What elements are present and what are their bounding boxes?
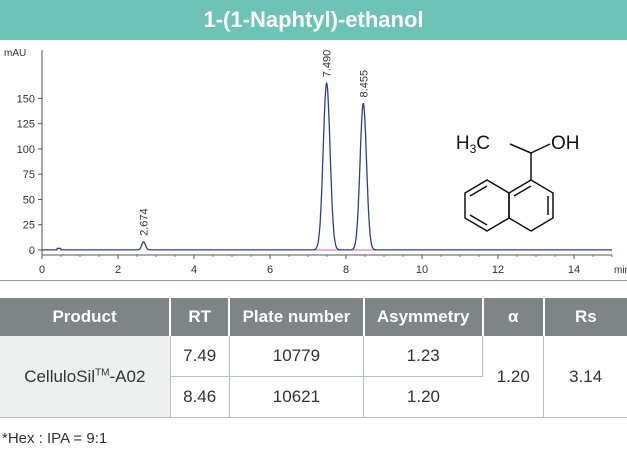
peak-label: 7.490 — [322, 50, 334, 78]
x-tick-label: 0 — [39, 264, 45, 276]
formula-h3c: H3C — [456, 133, 490, 156]
product-cell: CelluloSilTM-A02 — [0, 336, 171, 418]
peak-labels: 2.674 7.490 8.455 — [139, 50, 371, 236]
y-axis-label: mAU — [4, 48, 26, 59]
table-row: 8.46 10621 1.20 — [0, 376, 627, 418]
x-tick-label: 6 — [267, 264, 273, 276]
x-tick-label: 2 — [115, 264, 121, 276]
rt-cell: 7.49 — [170, 336, 230, 377]
asymmetry-cell: 1.20 — [363, 376, 483, 418]
alpha-cell: 1.20 — [482, 336, 545, 418]
header-rs: Rs — [543, 298, 627, 336]
formula-oh: OH — [551, 133, 580, 154]
table-row: CelluloSilTM-A02 7.49 10779 1.23 1.20 3.… — [0, 336, 627, 418]
ticks: 0 25 50 75 100 125 150 0 2 4 6 8 10 12 14 — [17, 93, 613, 276]
y-tick-label: 0 — [29, 245, 35, 257]
peak-label: 8.455 — [358, 70, 370, 98]
header-alpha: α — [482, 298, 545, 336]
rt-cell: 8.46 — [170, 376, 230, 418]
chart-title: 1-(1-Naphtyl)-ethanol — [0, 0, 627, 40]
chromatogram-trace — [42, 81, 612, 251]
header-plate-number: Plate number — [229, 298, 365, 336]
plate-cell: 10621 — [229, 376, 365, 418]
y-tick-label: 50 — [23, 194, 35, 206]
header-product: Product — [0, 298, 172, 336]
y-tick-label: 100 — [17, 144, 35, 156]
footnote: *Hex : IPA = 9:1 — [2, 430, 108, 447]
x-tick-label: 10 — [416, 264, 428, 276]
plate-cell: 10779 — [229, 336, 365, 377]
rs-cell: 3.14 — [543, 336, 627, 418]
x-axis-label: min — [614, 265, 627, 276]
chromatogram: mAU min 0 25 50 75 100 125 150 0 2 4 6 8 10 12 14 2.674… — [0, 40, 627, 281]
x-tick-label: 14 — [568, 264, 580, 276]
y-tick-label: 125 — [17, 119, 35, 131]
peak-label: 2.674 — [139, 208, 151, 236]
x-tick-label: 8 — [343, 264, 349, 276]
molecule-structure — [464, 143, 554, 232]
asymmetry-cell: 1.23 — [363, 336, 484, 377]
axes: mAU min — [4, 48, 627, 276]
x-tick-label: 12 — [492, 264, 504, 276]
y-tick-label: 150 — [17, 93, 35, 105]
header-asymmetry: Asymmetry — [363, 298, 484, 336]
x-tick-label: 4 — [191, 264, 197, 276]
header-rt: RT — [170, 298, 231, 336]
y-tick-label: 25 — [23, 220, 35, 232]
y-tick-label: 75 — [23, 169, 35, 181]
results-table: Product RT Plate number Asymmetry α Rs C… — [0, 298, 627, 418]
chromatogram-svg: mAU min 0 25 50 75 100 125 150 0 2 4 6 8 10 12 14 2.674… — [4, 48, 627, 276]
